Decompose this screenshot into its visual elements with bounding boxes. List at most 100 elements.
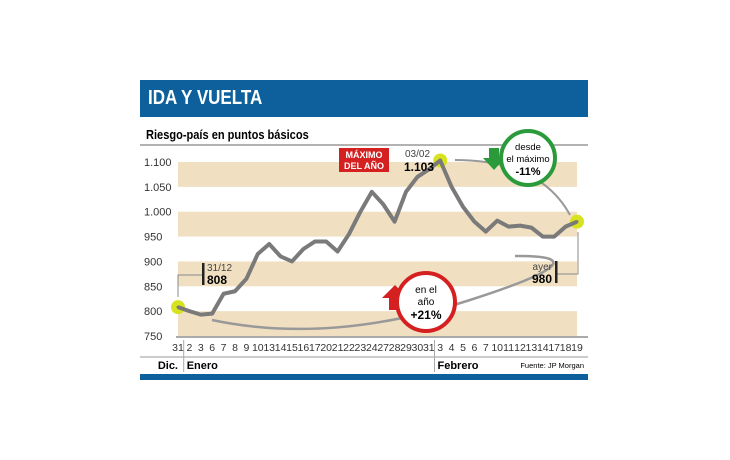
x-tick-label: 29 xyxy=(400,342,412,354)
x-tick-label: 4 xyxy=(449,342,455,354)
x-tick-label: 7 xyxy=(483,342,489,354)
y-tick-label: 800 xyxy=(144,306,162,318)
data-point xyxy=(256,252,260,256)
y-tick-label: 1.000 xyxy=(144,207,172,219)
y-tick-label: 850 xyxy=(144,281,162,293)
start-leader xyxy=(177,274,204,297)
data-point xyxy=(404,190,408,194)
month-label: Febrero xyxy=(438,360,479,372)
y-tick-label: 750 xyxy=(144,331,162,343)
data-point xyxy=(290,259,294,263)
data-point xyxy=(415,175,419,179)
data-point xyxy=(347,232,351,236)
y-tick-label: 950 xyxy=(144,232,162,244)
year-l1: en el xyxy=(415,285,437,296)
data-point xyxy=(427,167,431,171)
start-value: 808 xyxy=(207,273,227,287)
data-point xyxy=(495,219,499,223)
x-tick-label: 19 xyxy=(571,342,583,354)
data-point xyxy=(279,254,283,258)
band xyxy=(178,211,577,237)
x-tick-label: 3 xyxy=(437,342,443,354)
header-bar: IDA Y VUELTA xyxy=(140,80,588,117)
chart-subtitle: Riesgo-país en puntos básicos xyxy=(146,127,309,142)
x-tick-label: 14 xyxy=(275,342,287,354)
x-tick-label: 20 xyxy=(320,342,332,354)
x-tick-label: 17 xyxy=(548,342,560,354)
y-tick-label: 900 xyxy=(144,256,162,268)
data-point xyxy=(381,202,385,206)
max-date: 03/02 xyxy=(405,149,430,160)
month-label: Enero xyxy=(187,360,218,372)
footer-bar xyxy=(140,374,588,380)
data-point xyxy=(484,230,488,234)
x-tick-label: 31 xyxy=(172,342,184,354)
data-point xyxy=(176,305,180,309)
data-point xyxy=(507,225,511,229)
data-point xyxy=(222,292,226,296)
data-point xyxy=(301,247,305,251)
x-tick-label: 11 xyxy=(503,342,514,354)
data-point xyxy=(210,312,214,316)
max-label-1: MÁXIMO xyxy=(346,150,383,160)
x-tick-label: 27 xyxy=(377,342,389,354)
from-max-l1: desde xyxy=(515,142,541,153)
data-point xyxy=(564,225,568,229)
x-tick-label: 6 xyxy=(471,342,477,354)
x-tick-label: 31 xyxy=(423,342,435,354)
x-tick-label: 2 xyxy=(186,342,192,354)
data-point xyxy=(518,224,522,228)
data-point xyxy=(552,235,556,239)
data-point xyxy=(233,289,237,293)
y-tick-label: 1.100 xyxy=(144,157,172,169)
start-date: 31/12 xyxy=(207,263,232,274)
x-tick-label: 7 xyxy=(221,342,227,354)
y-tick-label: 1.050 xyxy=(144,182,172,194)
from-max-pct: -11% xyxy=(515,166,540,178)
year-l2: año xyxy=(418,297,435,308)
data-point xyxy=(187,309,191,313)
data-point xyxy=(461,205,465,209)
x-tick-label: 13 xyxy=(263,342,275,354)
end-leader xyxy=(556,232,579,275)
data-point xyxy=(267,242,271,246)
month-label: Dic. xyxy=(158,360,178,372)
start-marker xyxy=(202,263,205,285)
x-tick-label: 24 xyxy=(366,342,378,354)
x-tick-label: 14 xyxy=(537,342,549,354)
data-point xyxy=(529,226,533,230)
data-point xyxy=(313,240,317,244)
source-label: Fuente: JP Morgan xyxy=(520,361,584,370)
x-tick-label: 21 xyxy=(332,342,344,354)
year-circle xyxy=(395,271,457,333)
data-point xyxy=(199,313,203,317)
year-pct: +21% xyxy=(410,308,441,322)
data-point xyxy=(575,220,579,224)
series-line xyxy=(177,158,578,317)
data-point xyxy=(336,249,340,253)
end-value: 980 xyxy=(532,272,552,286)
max-badge xyxy=(339,148,389,172)
x-tick-label: 17 xyxy=(309,342,321,354)
end-label: ayer xyxy=(533,262,553,273)
x-tick-label: 16 xyxy=(298,342,310,354)
x-tick-label: 30 xyxy=(412,342,424,354)
data-point xyxy=(438,159,442,163)
header-title: IDA Y VUELTA xyxy=(148,87,263,109)
from-max-circle xyxy=(499,129,557,187)
data-point xyxy=(324,240,328,244)
x-tick-label: 3 xyxy=(198,342,204,354)
data-point xyxy=(541,235,545,239)
from-max-l2: el máximo xyxy=(506,154,549,165)
x-tick-label: 10 xyxy=(252,342,264,354)
data-point xyxy=(358,210,362,214)
x-tick-label: 22 xyxy=(343,342,355,354)
x-tick-label: 8 xyxy=(232,342,238,354)
x-tick-label: 10 xyxy=(491,342,503,354)
x-tick-label: 28 xyxy=(389,342,401,354)
year-arrow xyxy=(211,254,555,331)
max-value: 1.103 xyxy=(404,160,434,174)
x-tick-label: 5 xyxy=(460,342,466,354)
down-arrow-icon xyxy=(483,148,505,170)
